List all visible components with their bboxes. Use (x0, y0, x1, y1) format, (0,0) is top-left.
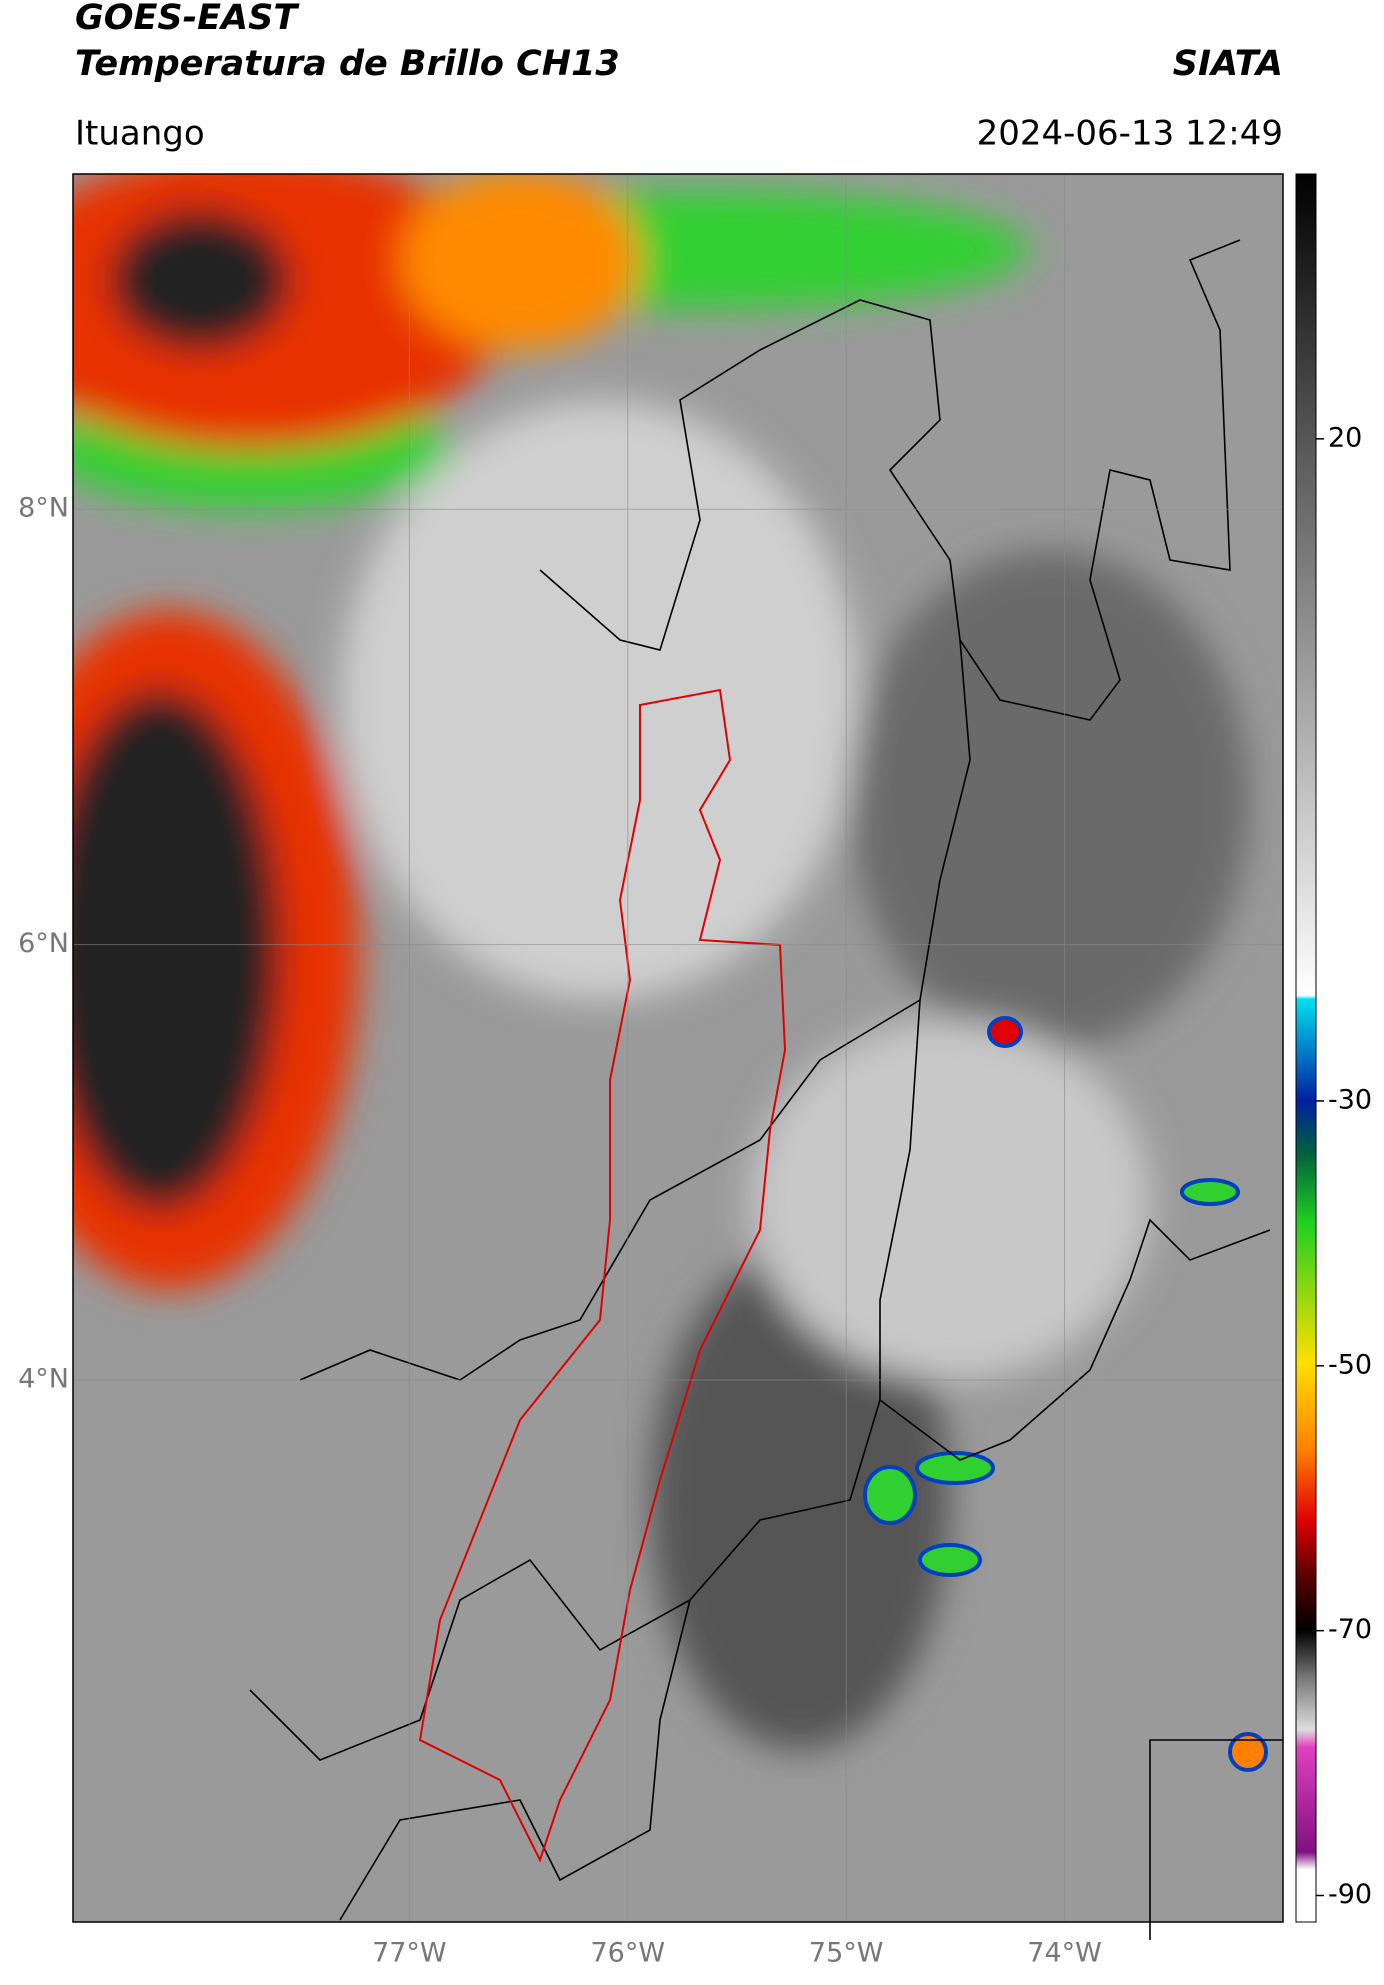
source: SIATA (1173, 44, 1283, 84)
lon-tick-label: 74°W (1027, 1938, 1102, 1969)
title: GOES-EAST (75, 0, 300, 38)
colorbar-tick-label: -30 (1328, 1084, 1372, 1115)
colorbar-tick-label: -50 (1328, 1349, 1372, 1380)
colorbar-tick-label: -70 (1328, 1614, 1372, 1645)
lon-tick-label: 75°W (809, 1938, 884, 1969)
region: Ituango (75, 114, 205, 154)
colorbar-tick-label: -90 (1328, 1879, 1372, 1910)
ituango-region (418, 688, 787, 1863)
lon-tick-label: 77°W (372, 1938, 447, 1969)
map-frame (72, 173, 1284, 1923)
colorbar-tick-label: 20 (1328, 422, 1362, 453)
lat-tick-label: 8°N (18, 493, 69, 524)
satellite-image (73, 174, 1283, 1922)
datetime: 2024-06-13 12:49 (977, 114, 1283, 154)
lat-tick-label: 4°N (18, 1363, 69, 1394)
subtitle: Temperatura de Brillo CH13 (75, 44, 620, 84)
lon-tick-label: 76°W (590, 1938, 665, 1969)
grid (73, 174, 1283, 1922)
lat-tick-label: 6°N (18, 928, 69, 959)
colorbar (1295, 173, 1317, 1923)
borders (249, 239, 1283, 1940)
